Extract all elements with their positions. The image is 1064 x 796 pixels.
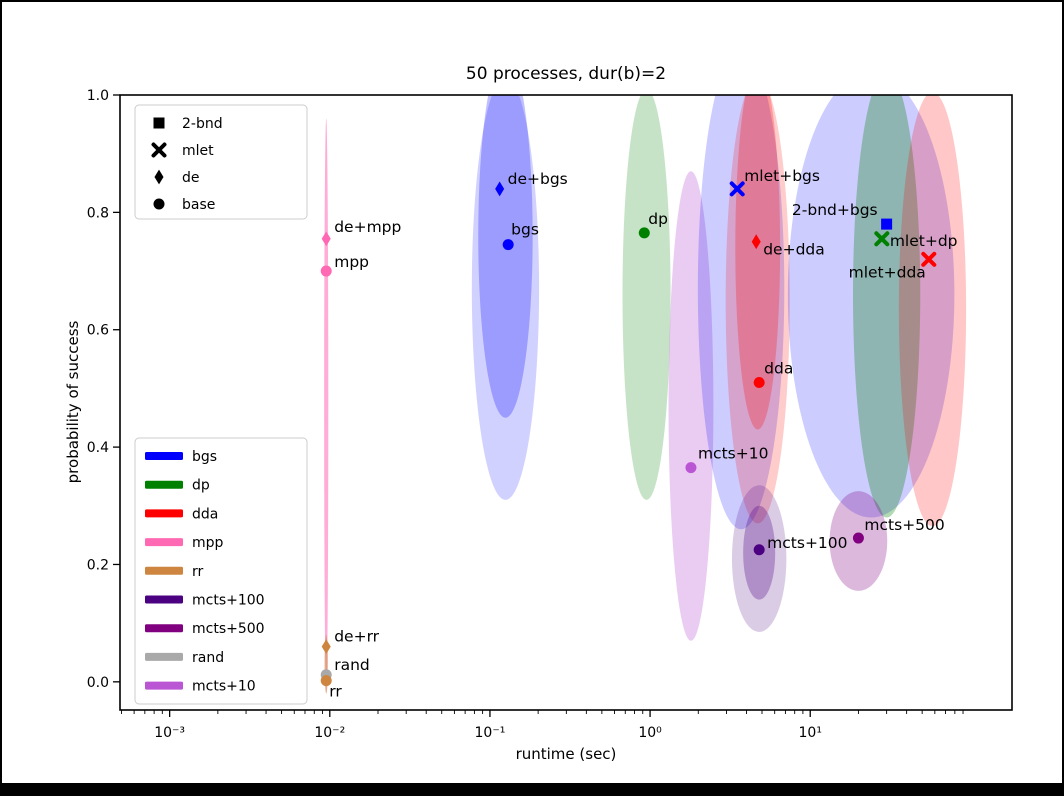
color-legend-label: mcts+100 (192, 593, 265, 609)
ellipse-dda-inner (735, 95, 781, 430)
point-label-de+bgs: de+bgs (508, 170, 568, 188)
diamond-legend-icon (154, 169, 164, 185)
ellipse-bgs-outer (471, 95, 540, 500)
point-mlet+bgs (729, 181, 745, 197)
circle-legend-icon (153, 198, 165, 210)
x-axis-label: runtime (sec) (516, 745, 617, 763)
point-labels: de+mpp mpp de+bgs bgs dp mlet+bgs 2-bnd+bgs de+… (329, 167, 957, 701)
point-de+bgs (495, 181, 505, 197)
point-dp (638, 227, 650, 239)
color-legend-label: rr (192, 564, 204, 580)
point-label-mcts+100: mcts+100 (767, 534, 847, 552)
y-tick-label: 0.8 (87, 205, 109, 221)
y-tick-label: 0.2 (87, 557, 109, 573)
x-legend-icon (151, 142, 167, 158)
marker-legend-label: mlet (182, 143, 214, 159)
point-label-mlet+dda: mlet+dda (849, 263, 926, 281)
marker-legend-label: de (182, 170, 200, 186)
square-legend-icon (153, 117, 165, 129)
point-de+mpp (321, 231, 331, 247)
point-mlet+dp (874, 231, 890, 247)
marker-legend-label: base (182, 197, 215, 213)
color-swatch-dp (145, 480, 183, 489)
marker-legend: 2-bnd mlet de base (134, 104, 308, 220)
point-label-bgs: bgs (511, 221, 539, 239)
x-tick-label: 10⁻³ (154, 725, 185, 741)
color-legend-label: mcts+10 (192, 679, 256, 695)
x-tick-label: 10¹ (799, 725, 822, 741)
marker-legend-box (134, 104, 308, 220)
point-label-mcts+10: mcts+10 (698, 445, 768, 463)
color-swatch-rand (145, 652, 183, 661)
ellipse-bgs-inner (478, 95, 533, 418)
point-label-2-bnd+bgs: 2-bnd+bgs (792, 201, 878, 219)
point-label-rand: rand (334, 656, 370, 674)
ellipse-dp (622, 95, 671, 500)
ellipse-mpp (324, 118, 329, 694)
point-label-de+rr: de+rr (334, 628, 379, 646)
y-tick-label: 1.0 (87, 88, 109, 104)
point-label-mlet+dp: mlet+dp (890, 232, 958, 250)
ellipse-mlet-bgs (697, 95, 785, 530)
point-label-dp: dp (648, 210, 668, 228)
x-tick-label: 10⁻¹ (475, 725, 506, 741)
ellipse-mlet-dda (898, 95, 967, 527)
ellipse-mcts100-outer (731, 485, 787, 632)
point-bgs (502, 239, 514, 251)
point-label-de+mpp: de+mpp (334, 218, 401, 236)
color-legend-label: mpp (192, 535, 224, 551)
point-mpp (320, 265, 332, 277)
point-mcts+10 (685, 462, 697, 474)
color-legend-label: dp (192, 478, 210, 494)
color-swatch-dda (145, 509, 183, 518)
y-tick-label: 0.4 (87, 440, 109, 456)
data-points (320, 181, 937, 687)
point-mcts+500 (852, 532, 864, 544)
ellipse-2bnd-bgs (787, 95, 955, 518)
chart-title: 50 processes, dur(b)=2 (466, 64, 666, 84)
color-swatch-mcts+100 (145, 595, 183, 604)
color-legend-box (134, 437, 308, 705)
color-legend-label: bgs (192, 449, 217, 465)
point-label-mlet+bgs: mlet+bgs (744, 167, 820, 185)
point-mlet+dda (921, 251, 937, 267)
confidence-ellipses (324, 95, 967, 694)
axes: 10⁻³ 10⁻² 10⁻¹ 10⁰ 10¹ 0.0 0.2 0.4 0.6 0.8 1.0 (87, 88, 1013, 741)
x-tick-label: 10⁰ (638, 725, 662, 741)
y-axis-label: probability of success (64, 320, 82, 483)
point-label-de+dda: de+dda (763, 241, 825, 259)
y-tick-label: 0.6 (87, 323, 109, 339)
point-dda (753, 377, 765, 389)
point-de+rr (321, 639, 331, 655)
point-de+dda (751, 234, 761, 250)
color-swatch-rr (145, 566, 183, 575)
marker-legend-label: 2-bnd (182, 116, 223, 132)
point-rr (320, 675, 332, 687)
ellipse-mcts10 (668, 171, 714, 641)
point-label-dda: dda (764, 360, 793, 378)
point-label-rr: rr (329, 683, 342, 701)
ellipse-mlet-dp (853, 95, 921, 518)
x-tick-label: 10⁻² (314, 725, 345, 741)
color-legend-label: rand (192, 650, 224, 666)
color-swatch-bgs (145, 452, 183, 460)
color-legend-label: dda (192, 506, 218, 522)
point-mcts+100 (753, 544, 765, 556)
y-tick-label: 0.0 (87, 675, 109, 691)
color-legend: bgs dp dda mpp rr mcts+100 mcts+500 rand mcts+10 (134, 437, 308, 705)
point-label-mpp: mpp (334, 253, 369, 271)
color-swatch-mcts+500 (145, 624, 183, 633)
color-swatch-mpp (145, 538, 183, 547)
point-label-mcts+500: mcts+500 (864, 516, 944, 534)
ellipse-dda-outer (725, 95, 790, 524)
point-2-bnd+bgs (881, 218, 893, 230)
scatter-plot: 10⁻³ 10⁻² 10⁻¹ 10⁰ 10¹ 0.0 0.2 0.4 0.6 0.8 1.0 50 … (64, 64, 1013, 763)
color-swatch-mcts+10 (145, 681, 183, 690)
color-legend-label: mcts+500 (192, 621, 265, 637)
